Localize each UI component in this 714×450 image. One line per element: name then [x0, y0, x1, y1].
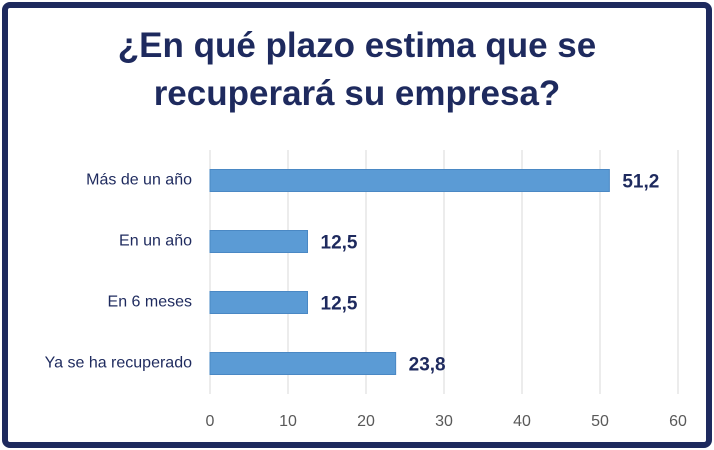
data-label: 23,8: [409, 355, 446, 376]
chart-title: ¿En qué plazo estima que se recuperará s…: [117, 26, 597, 113]
y-tick-label: En un año: [119, 233, 192, 250]
bar: [209, 169, 610, 192]
data-label: 51,2: [622, 172, 659, 193]
data-label: 12,5: [321, 233, 358, 254]
y-tick-label: Más de un año: [86, 172, 192, 189]
x-tick-label: 0: [206, 413, 215, 430]
bar: [209, 352, 397, 375]
bar: [209, 291, 308, 314]
x-tick-label: 50: [591, 413, 609, 430]
x-tick-label: 30: [435, 413, 453, 430]
data-label: 12,5: [321, 294, 358, 315]
x-tick-label: 20: [357, 413, 375, 430]
y-tick-label: En 6 meses: [108, 294, 192, 311]
bar: [209, 230, 308, 253]
x-tick-label: 10: [279, 413, 297, 430]
x-tick-label: 60: [669, 413, 687, 430]
x-tick-label: 40: [513, 413, 531, 430]
y-tick-label: Ya se ha recuperado: [45, 355, 192, 372]
